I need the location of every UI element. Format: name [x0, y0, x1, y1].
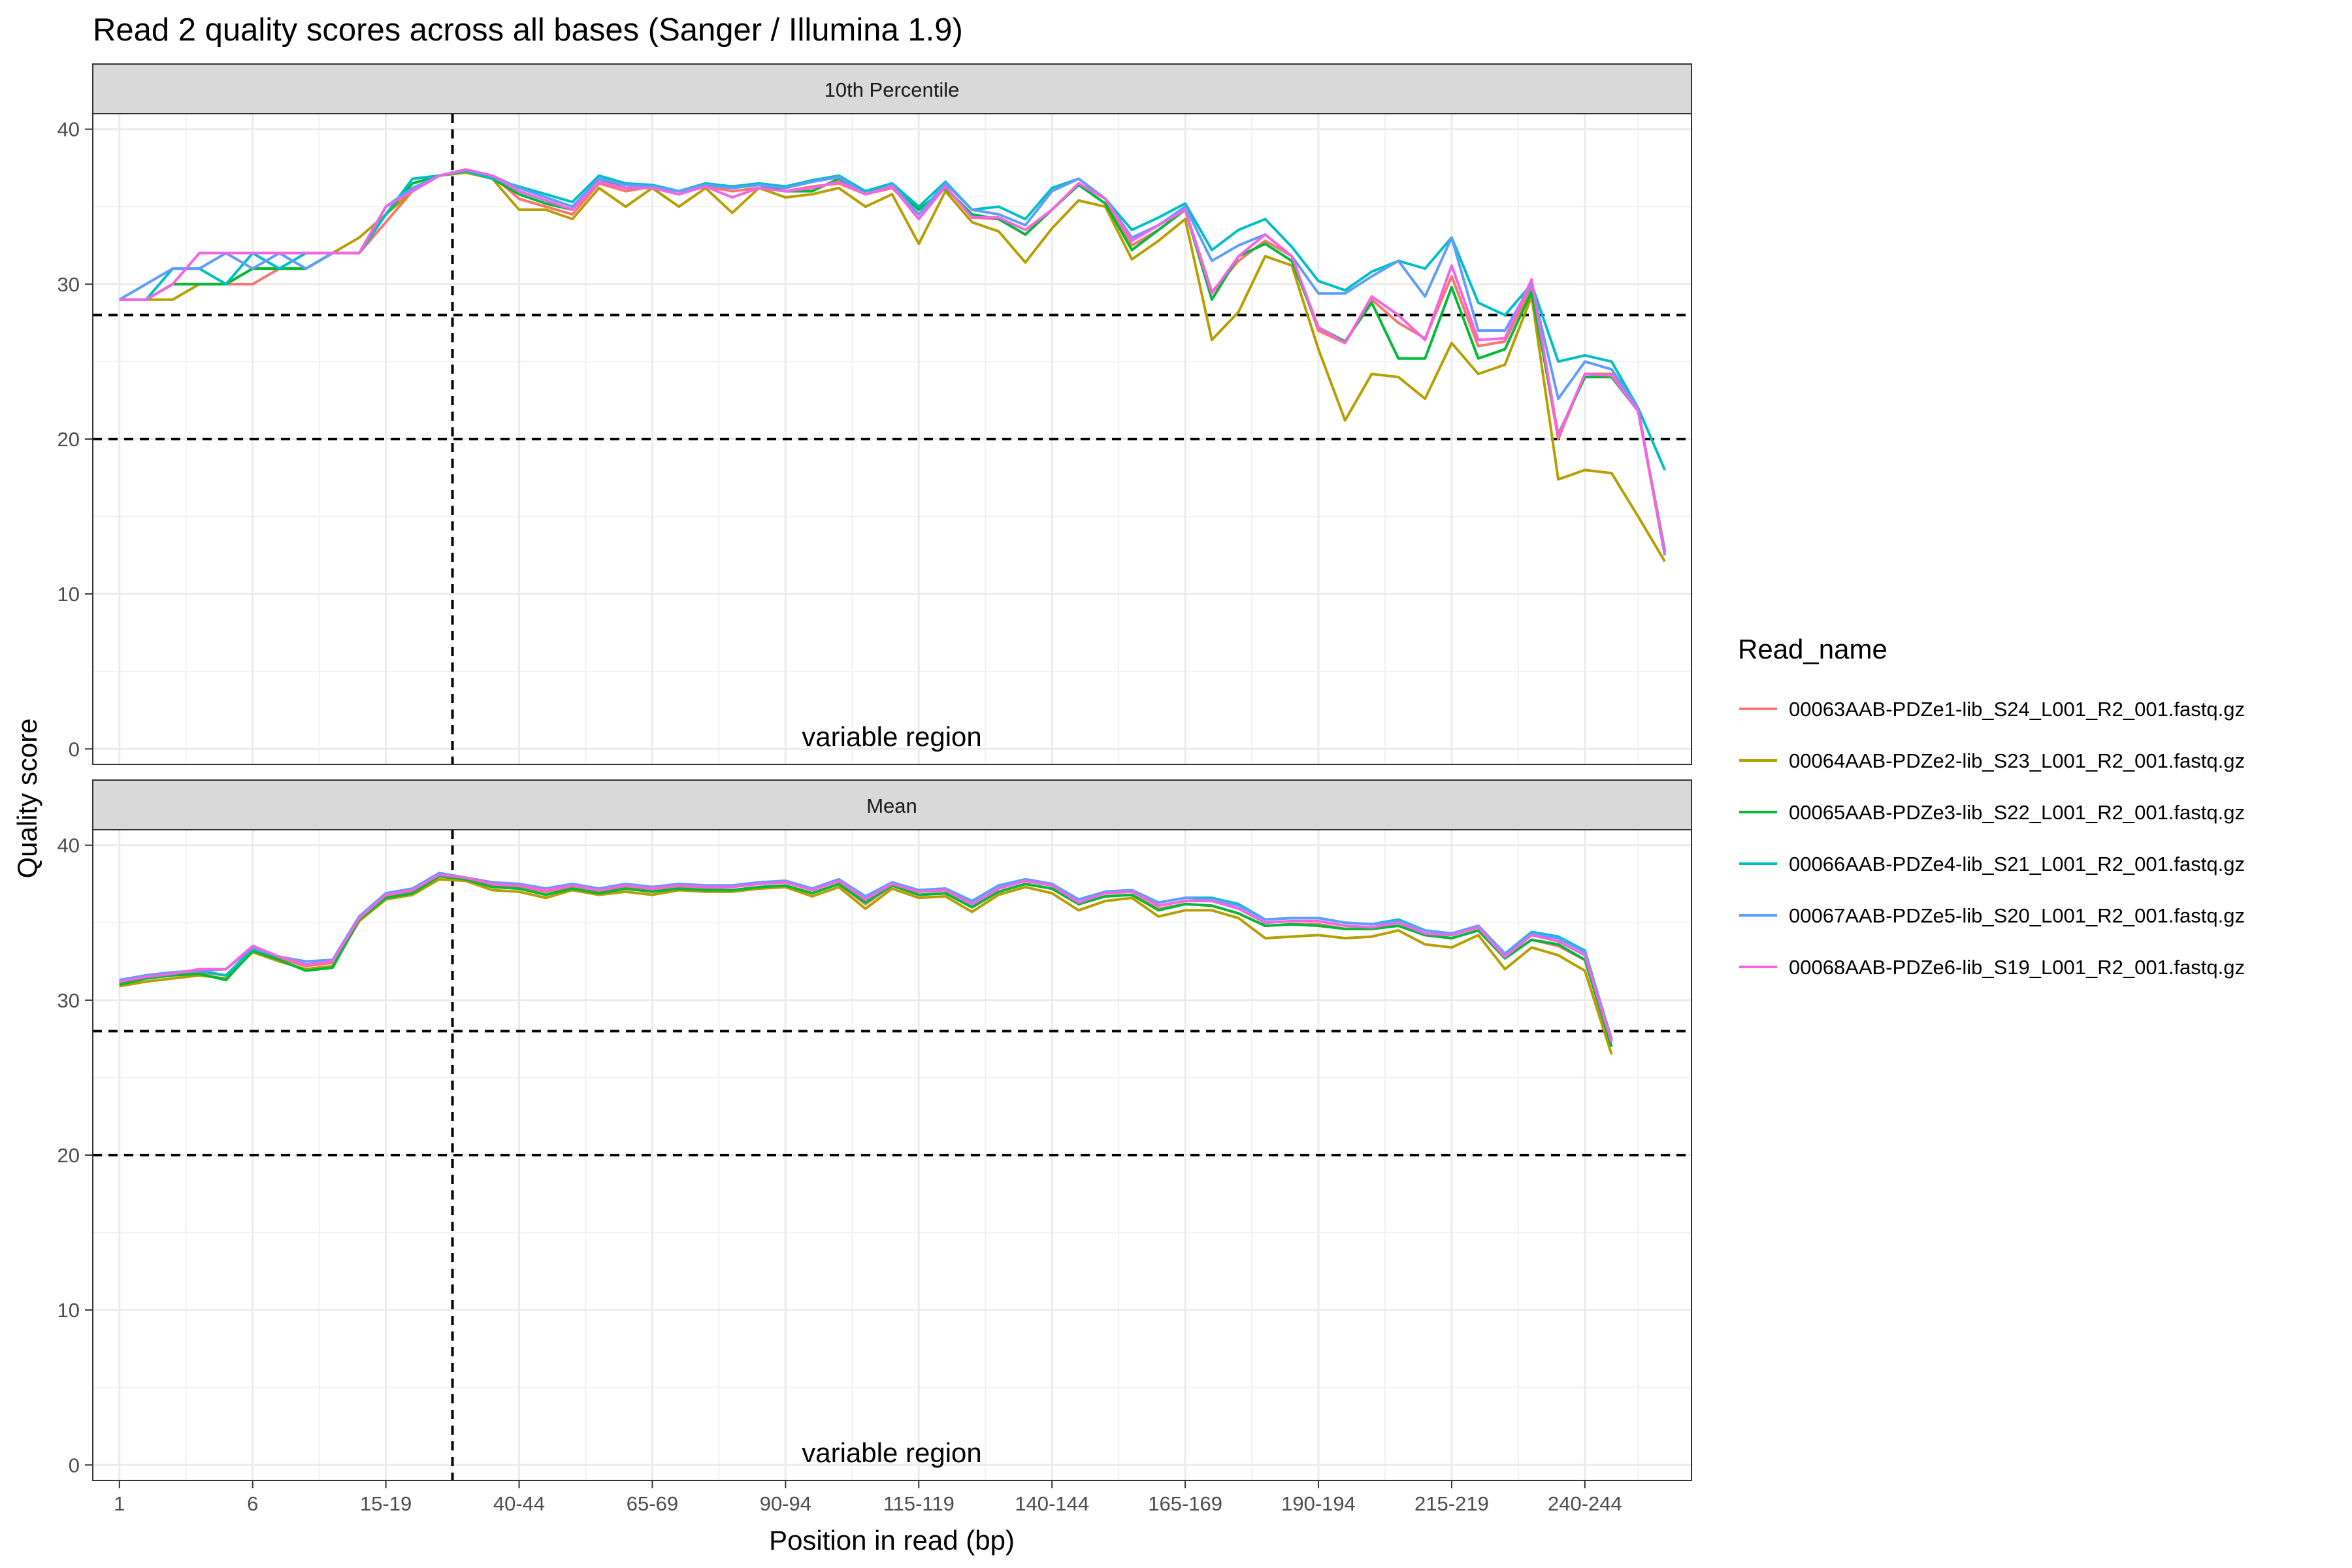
panel-strip-label: Mean: [866, 794, 917, 817]
panel-strip: [92, 779, 1692, 830]
series-line-6: [119, 168, 1667, 553]
panel-border: [92, 829, 1692, 1481]
y-tick-label: 0: [69, 1454, 80, 1477]
x-tick-label: 215-219: [1414, 1492, 1489, 1515]
y-axis: 0 10 20 30 40: [57, 834, 93, 1477]
y-tick-label: 40: [57, 834, 80, 857]
x-axis-title: Position in read (bp): [769, 1525, 1015, 1556]
panel-strip-label: 10th Percentile: [825, 78, 960, 101]
y-tick-label: 10: [57, 583, 80, 606]
y-tick-label: 30: [57, 273, 80, 296]
x-tick-label: 6: [247, 1492, 258, 1515]
reference-lines: [93, 830, 1691, 1480]
series-line-6: [119, 873, 1613, 1043]
y-tick-label: 40: [57, 118, 80, 141]
series-line-4: [119, 169, 1667, 471]
x-tick-label: 90-94: [760, 1492, 811, 1515]
y-tick-label: 0: [69, 738, 80, 760]
y-axis: 0 10 20 30 40: [57, 118, 93, 760]
legend-label-3: 00065AAB-PDZe3-lib_S22_L001_R2_001.fastq…: [1789, 801, 2245, 824]
legend-items: 00063AAB-PDZe1-lib_S24_L001_R2_001.fastq…: [1739, 698, 2245, 979]
y-axis-title: Quality score: [12, 718, 42, 878]
x-tick-label: 165-169: [1148, 1492, 1222, 1515]
x-tick-label: 190-194: [1281, 1492, 1356, 1515]
panel-series: [118, 168, 1667, 563]
region-label: variable region: [802, 721, 982, 752]
x-tick-label: 15-19: [360, 1492, 412, 1515]
y-tick-label: 20: [57, 428, 80, 451]
region-label: variable region: [802, 1437, 982, 1468]
y-tick-label: 10: [57, 1299, 80, 1322]
y-tick-label: 20: [57, 1144, 80, 1167]
legend-title: Read_name: [1738, 634, 1887, 664]
panel-10th-percentile: 10th Percentile variable region 0 10 20 30 4…: [57, 63, 1692, 765]
x-tick-label: 115-119: [883, 1492, 955, 1515]
chart-title: Read 2 quality scores across all bases (…: [93, 12, 963, 48]
legend-label-4: 00066AAB-PDZe4-lib_S21_L001_R2_001.fastq…: [1789, 853, 2245, 875]
x-axis: 1 6 15-19 40-44 65-69 90-94 115-119 140-144 165-…: [114, 1480, 1622, 1515]
legend-label-2: 00064AAB-PDZe2-lib_S23_L001_R2_001.fastq…: [1789, 749, 2245, 772]
series-line-3: [119, 875, 1613, 1047]
y-tick-label: 30: [57, 989, 80, 1012]
x-tick-label: 65-69: [627, 1492, 678, 1515]
legend-label-6: 00068AAB-PDZe6-lib_S19_L001_R2_001.fastq…: [1789, 956, 2245, 979]
panel-strip: [92, 63, 1692, 114]
x-tick-label: 40-44: [493, 1492, 545, 1515]
x-tick-label: 240-244: [1548, 1492, 1622, 1515]
panel-mean: Mean variable region 0 10 20 30 40: [57, 779, 1692, 1481]
x-tick-label: 140-144: [1015, 1492, 1089, 1515]
panel-series: [119, 872, 1613, 1055]
legend-label-1: 00063AAB-PDZe1-lib_S24_L001_R2_001.fastq…: [1789, 698, 2245, 721]
legend: Read_name 00063AAB-PDZe1-lib_S24_L001_R2…: [1738, 634, 2245, 979]
legend-label-5: 00067AAB-PDZe5-lib_S20_L001_R2_001.fastq…: [1789, 904, 2245, 927]
panel-border: [92, 113, 1692, 765]
x-tick-label: 1: [114, 1492, 125, 1515]
